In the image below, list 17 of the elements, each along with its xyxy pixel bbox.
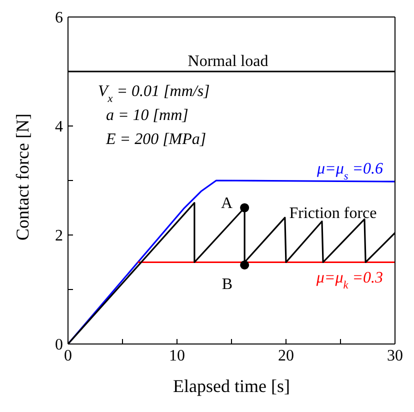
series-label: μ=μ$_{s}$=0.6 [316,160,383,183]
annotation: A [221,194,234,212]
y-axis-title: Contact force [N] [12,114,32,240]
annotation: Normal load [188,53,268,70]
x-tick-label: 30 [387,347,403,364]
y-tick-label: 6 [55,10,63,27]
annotation: B [222,276,233,293]
y-tick-label: 4 [55,118,63,136]
x-axis-title: Elapsed time [s] [173,376,290,396]
x-tick-label: 20 [278,347,294,364]
x-tick-label: 10 [169,347,185,364]
annotation: V$_{x}$ = 0.01 [mm/s] [98,83,210,105]
y-tick-label: 2 [55,228,63,245]
series-label: μ=μ$_{k}$=0.3 [315,269,383,292]
annotation: a = 10 [mm] [106,107,188,124]
annotation: E = 200 [MPa] [105,131,206,148]
annotation: Friction force [289,205,377,222]
